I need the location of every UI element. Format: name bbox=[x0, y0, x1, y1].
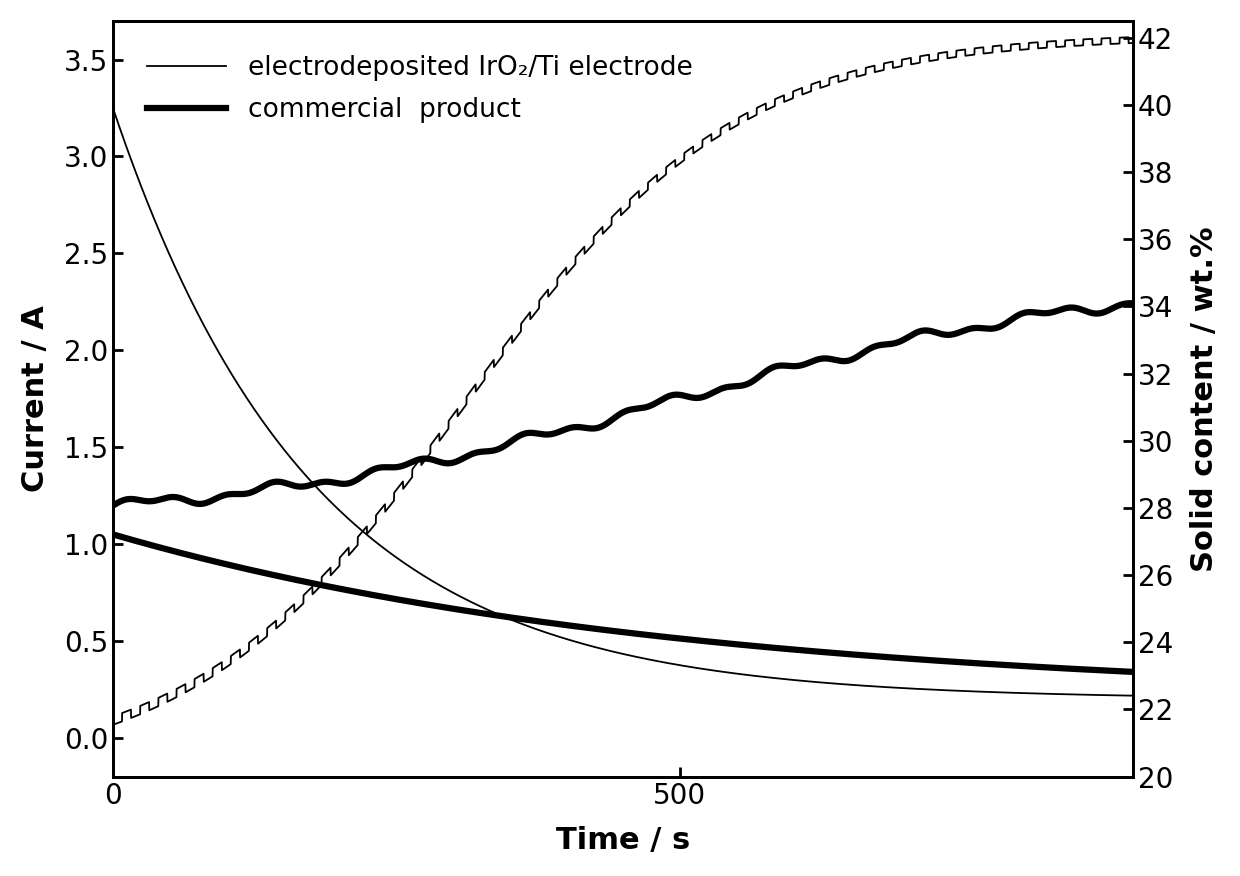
Y-axis label: Current / A: Current / A bbox=[21, 306, 50, 492]
Y-axis label: Solid content / wt.%: Solid content / wt.% bbox=[1190, 226, 1219, 571]
Legend: electrodeposited IrO₂/Ti electrode, commercial  product: electrodeposited IrO₂/Ti electrode, comm… bbox=[126, 34, 713, 144]
X-axis label: Time / s: Time / s bbox=[556, 826, 691, 855]
